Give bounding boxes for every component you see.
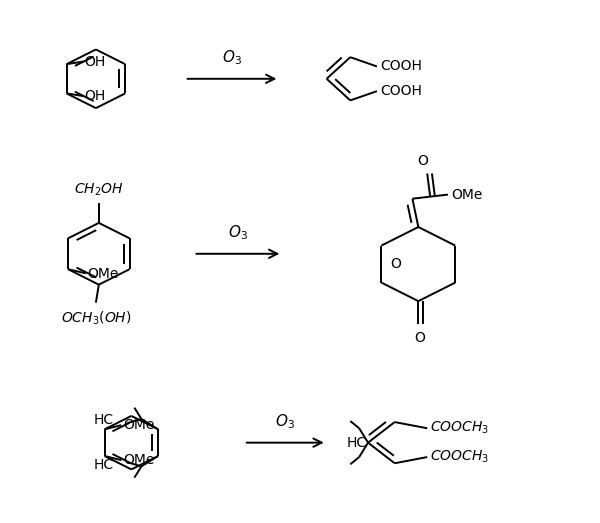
Text: OMe: OMe xyxy=(123,453,154,467)
Text: OMe: OMe xyxy=(88,267,119,281)
Text: $COOCH_3$: $COOCH_3$ xyxy=(430,449,489,465)
Text: HC: HC xyxy=(94,458,113,472)
Text: $O_3$: $O_3$ xyxy=(228,224,248,243)
Text: OH: OH xyxy=(85,89,106,103)
Text: HC: HC xyxy=(346,436,366,450)
Text: O: O xyxy=(391,257,401,271)
Text: $CH_2OH$: $CH_2OH$ xyxy=(74,182,124,198)
Text: $O_3$: $O_3$ xyxy=(275,413,295,431)
Text: OMe: OMe xyxy=(451,188,482,201)
Text: O: O xyxy=(415,331,425,345)
Text: COOH: COOH xyxy=(380,60,422,73)
Text: HC: HC xyxy=(94,413,113,427)
Text: $COOCH_3$: $COOCH_3$ xyxy=(430,420,489,437)
Text: OMe: OMe xyxy=(123,418,154,432)
Text: $OCH_3(OH)$: $OCH_3(OH)$ xyxy=(61,310,131,327)
Text: OH: OH xyxy=(85,54,106,69)
Text: $O_3$: $O_3$ xyxy=(222,49,242,67)
Text: COOH: COOH xyxy=(380,84,422,98)
Text: O: O xyxy=(418,154,428,168)
